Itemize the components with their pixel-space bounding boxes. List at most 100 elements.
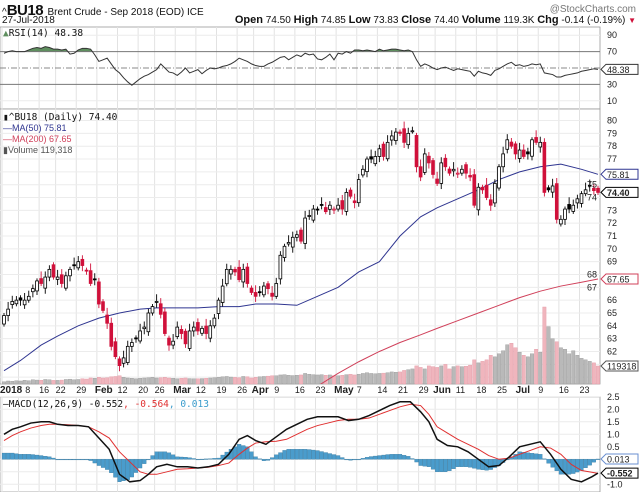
price-tick-label: 65 bbox=[607, 308, 617, 318]
volume-bar bbox=[468, 364, 473, 385]
price-tick-label: 79 bbox=[607, 128, 617, 138]
ohlc-summary: Open 74.50 High 74.85 Low 73.83 Close 74… bbox=[234, 14, 636, 27]
candle-body bbox=[290, 236, 295, 248]
macd-histogram-bar bbox=[430, 459, 436, 470]
volume-bar bbox=[200, 378, 204, 385]
macd-histogram-bar bbox=[14, 453, 19, 460]
macd-tick-label: 0.5 bbox=[607, 442, 620, 452]
candle-body bbox=[464, 164, 468, 174]
volume-bar bbox=[546, 326, 551, 385]
volume-bar bbox=[414, 365, 419, 385]
candle-body bbox=[505, 139, 510, 150]
candle bbox=[88, 263, 93, 287]
candle bbox=[526, 147, 530, 160]
ma200-line bbox=[319, 278, 599, 384]
price-tick-label: 78 bbox=[607, 141, 617, 151]
volume-bar bbox=[2, 381, 6, 385]
candle-body bbox=[356, 179, 361, 204]
candle bbox=[14, 296, 19, 307]
volume-bar bbox=[356, 373, 361, 385]
candle-body bbox=[241, 268, 246, 283]
candle bbox=[406, 127, 411, 149]
candle bbox=[340, 194, 345, 215]
date-tick-label: 2018 bbox=[0, 385, 23, 396]
macd-histogram-bar bbox=[47, 456, 52, 460]
candle bbox=[451, 162, 456, 177]
value-tag-text: 75.81 bbox=[607, 170, 630, 180]
macd-line bbox=[3, 401, 599, 483]
candle-body bbox=[163, 311, 167, 334]
volume-bar bbox=[480, 361, 485, 385]
candle bbox=[241, 263, 246, 288]
candle-body bbox=[43, 276, 48, 289]
candle bbox=[385, 135, 390, 162]
macd-histogram-bar bbox=[199, 458, 205, 460]
candle bbox=[113, 337, 118, 360]
macd-histogram-bar bbox=[579, 459, 584, 471]
volume-bar bbox=[30, 379, 35, 385]
candle-body bbox=[530, 139, 534, 157]
macd-histogram-bar bbox=[63, 459, 68, 461]
value-tag-text: 119318 bbox=[607, 361, 636, 371]
ma200-value-tag: 67.65 bbox=[600, 273, 639, 284]
bar-chart-icon: ▮ bbox=[3, 145, 8, 155]
volume-bar bbox=[228, 376, 233, 385]
macd-histogram-bar bbox=[109, 459, 114, 473]
volume-bar bbox=[431, 366, 435, 385]
volume-bar bbox=[187, 378, 192, 385]
volume-bar bbox=[10, 381, 15, 385]
volume-bar bbox=[290, 375, 295, 385]
candle-body bbox=[476, 186, 481, 211]
volume-bar bbox=[365, 372, 369, 385]
candle bbox=[262, 281, 266, 298]
candle bbox=[55, 269, 60, 286]
macd-tick-label: -1.0 bbox=[607, 479, 623, 489]
candle bbox=[575, 194, 580, 209]
volume-bar bbox=[138, 378, 143, 385]
macd-histogram-bar bbox=[381, 454, 386, 460]
candle-body bbox=[521, 149, 526, 157]
macd-histogram-bar bbox=[150, 455, 155, 460]
candle bbox=[245, 262, 250, 288]
candle bbox=[191, 321, 196, 337]
date-tick-label: 20 bbox=[138, 385, 148, 395]
price-tick-label: 80 bbox=[607, 116, 617, 126]
candle bbox=[26, 290, 31, 303]
candle-body bbox=[389, 135, 394, 141]
macd-histogram-bar bbox=[34, 454, 40, 460]
volume-bar bbox=[534, 349, 539, 385]
volume-bar bbox=[257, 376, 262, 385]
candle bbox=[22, 292, 27, 309]
candle bbox=[497, 164, 501, 191]
macd-histogram-bar bbox=[525, 452, 530, 460]
macd-histogram-bar bbox=[567, 459, 572, 475]
volume-bar bbox=[274, 375, 279, 385]
candle-body bbox=[31, 288, 35, 293]
candle bbox=[142, 321, 147, 335]
candle-body bbox=[72, 264, 76, 267]
open-label: Open bbox=[234, 14, 263, 26]
volume-bar bbox=[410, 368, 415, 385]
macd-histogram-bar bbox=[426, 459, 431, 467]
volume-bar bbox=[596, 365, 600, 385]
volume-bar bbox=[18, 380, 23, 385]
macd-histogram-bar bbox=[30, 454, 35, 460]
volume-bar bbox=[563, 349, 567, 385]
volume-bar bbox=[398, 371, 402, 385]
value-tag-text: -0.552 bbox=[607, 469, 633, 479]
volume-bar bbox=[459, 366, 464, 385]
volume-bar bbox=[348, 373, 353, 385]
date-tick-label: 23 bbox=[316, 385, 326, 395]
macd-histogram-bar bbox=[10, 452, 15, 460]
candle-body bbox=[443, 157, 448, 168]
macd-histogram-bar bbox=[418, 459, 423, 466]
macd-histogram-bar bbox=[1, 452, 7, 460]
volume-bar bbox=[76, 379, 81, 385]
candle-body bbox=[59, 274, 64, 284]
date-tick-label: 26 bbox=[155, 385, 165, 395]
volume-bar bbox=[311, 374, 316, 385]
macd-histogram-bar bbox=[414, 459, 419, 463]
macd-histogram-bar bbox=[595, 458, 601, 460]
candle bbox=[369, 149, 373, 164]
date-tick-label: 22 bbox=[56, 385, 66, 395]
